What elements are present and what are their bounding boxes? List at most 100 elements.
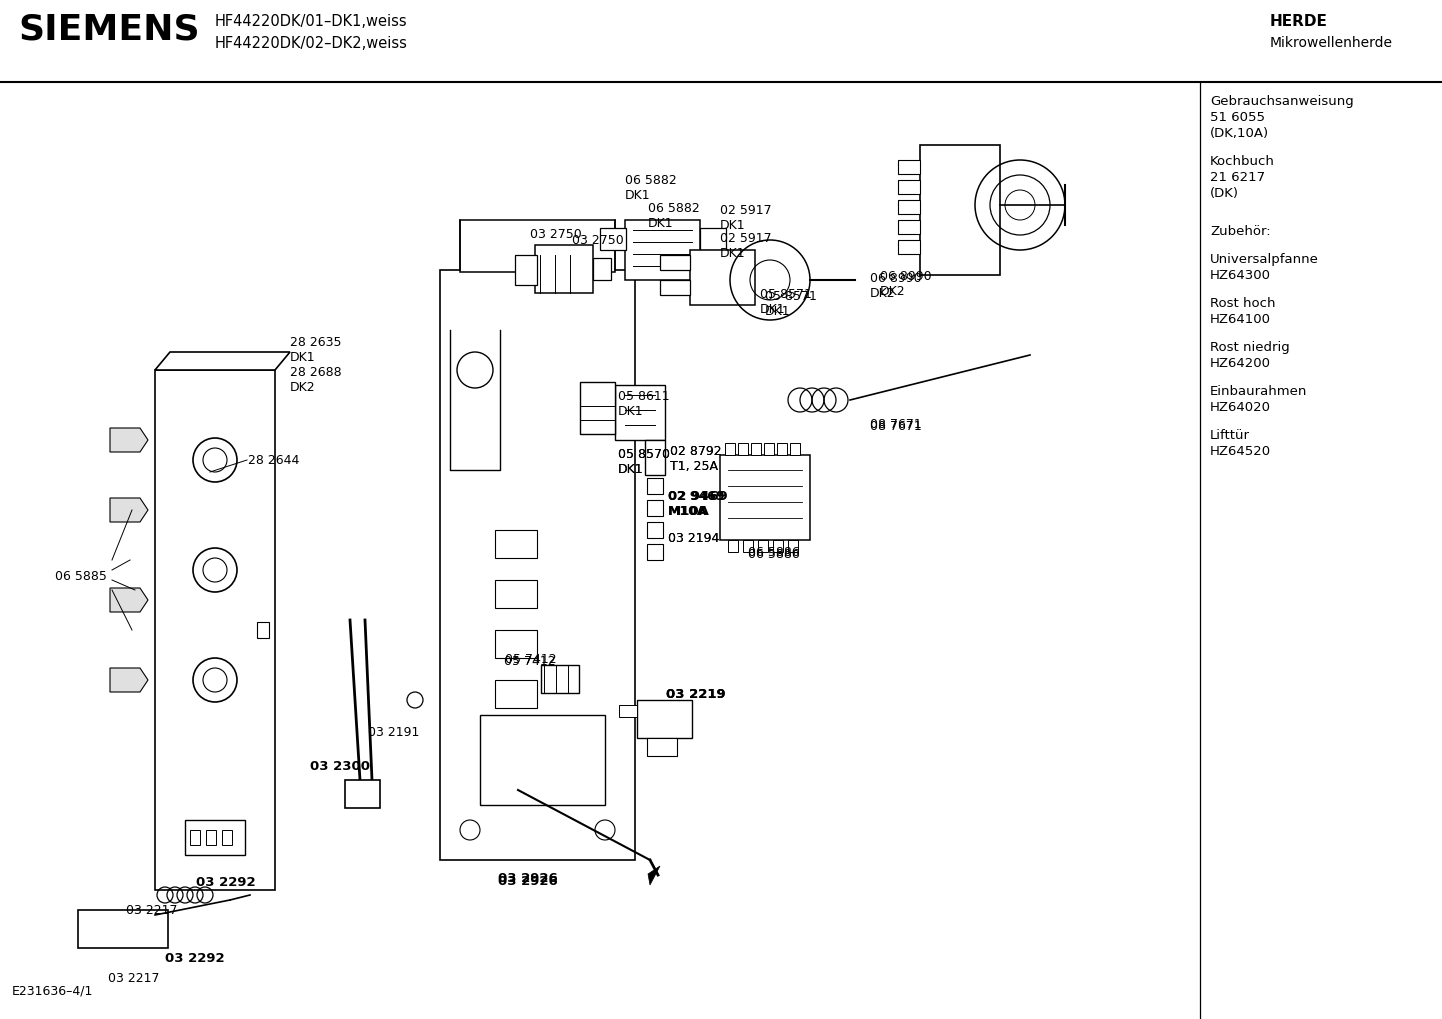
Text: 06 5882
DK1: 06 5882 DK1: [647, 202, 699, 230]
Text: 03 2750: 03 2750: [531, 228, 581, 242]
Text: 08 7671: 08 7671: [870, 420, 921, 433]
Bar: [535, 245, 593, 293]
Text: HZ64200: HZ64200: [1210, 357, 1270, 370]
Bar: [790, 443, 800, 455]
Bar: [190, 830, 200, 845]
Polygon shape: [110, 668, 149, 692]
Text: SIEMENS: SIEMENS: [17, 12, 199, 46]
Bar: [78, 910, 169, 948]
Text: 28 2644: 28 2644: [248, 454, 300, 467]
Text: Rost hoch: Rost hoch: [1210, 297, 1276, 310]
Bar: [787, 540, 797, 552]
Bar: [660, 280, 691, 294]
Bar: [751, 443, 761, 455]
Bar: [898, 160, 920, 174]
Bar: [541, 665, 580, 693]
Bar: [691, 250, 756, 305]
Text: HF44220DK/02–DK2,weiss: HF44220DK/02–DK2,weiss: [215, 36, 408, 51]
Bar: [647, 500, 663, 516]
Bar: [495, 580, 536, 608]
Text: Mikrowellenherde: Mikrowellenherde: [1270, 36, 1393, 50]
Text: 03 2300: 03 2300: [310, 760, 371, 773]
Text: HZ64300: HZ64300: [1210, 269, 1270, 282]
Bar: [898, 180, 920, 194]
Bar: [728, 540, 738, 552]
Text: 06 5885: 06 5885: [55, 570, 107, 583]
Text: 03 2750: 03 2750: [572, 234, 624, 247]
Text: 02 5917
DK1: 02 5917 DK1: [720, 204, 771, 232]
Text: 06 5886: 06 5886: [748, 548, 800, 561]
Bar: [345, 780, 381, 808]
Text: 51 6055: 51 6055: [1210, 111, 1265, 124]
Bar: [647, 738, 676, 756]
Bar: [645, 440, 665, 475]
Bar: [720, 455, 810, 540]
Bar: [743, 540, 753, 552]
Bar: [495, 680, 536, 708]
Bar: [660, 255, 691, 270]
Bar: [154, 370, 275, 890]
Text: Rost niedrig: Rost niedrig: [1210, 341, 1289, 354]
Text: HZ64100: HZ64100: [1210, 313, 1270, 326]
Text: 21 6217: 21 6217: [1210, 171, 1265, 184]
Text: Einbaurahmen: Einbaurahmen: [1210, 385, 1308, 398]
Text: 03 2194: 03 2194: [668, 532, 720, 545]
Text: 03 2191: 03 2191: [368, 726, 420, 739]
Text: 05 8570
DK1: 05 8570 DK1: [619, 448, 671, 476]
Text: (DK): (DK): [1210, 187, 1239, 200]
Text: (DK,10A): (DK,10A): [1210, 127, 1269, 140]
Bar: [206, 830, 216, 845]
Text: HZ64520: HZ64520: [1210, 445, 1272, 458]
Text: 03 2194: 03 2194: [668, 532, 720, 545]
Text: Universalpfanne: Universalpfanne: [1210, 253, 1319, 266]
Text: 03 2217: 03 2217: [108, 972, 160, 985]
Polygon shape: [110, 498, 149, 522]
Bar: [600, 228, 626, 250]
Bar: [699, 228, 725, 250]
Text: 06 5882
DK1: 06 5882 DK1: [624, 174, 676, 202]
Bar: [597, 390, 614, 405]
Polygon shape: [647, 866, 660, 884]
Bar: [725, 443, 735, 455]
Bar: [764, 443, 774, 455]
Text: 05 7412: 05 7412: [505, 655, 555, 668]
Text: 05 8611
DK1: 05 8611 DK1: [619, 390, 669, 418]
Text: 05 8571
DK1: 05 8571 DK1: [760, 288, 812, 316]
Text: 02 8792
T1, 25A: 02 8792 T1, 25A: [671, 445, 721, 473]
Text: 06 8990
DK2: 06 8990 DK2: [880, 270, 932, 298]
Bar: [647, 478, 663, 494]
Bar: [515, 255, 536, 285]
Text: HZ64020: HZ64020: [1210, 401, 1270, 414]
Text: 03 2219: 03 2219: [666, 688, 725, 701]
Bar: [495, 730, 536, 758]
Polygon shape: [110, 428, 149, 452]
Bar: [580, 382, 614, 434]
Text: 02 8792
T1, 25A: 02 8792 T1, 25A: [671, 445, 721, 473]
Bar: [898, 200, 920, 214]
Text: E231636–4/1: E231636–4/1: [12, 985, 94, 998]
Text: Gebrauchsanweisung: Gebrauchsanweisung: [1210, 95, 1354, 108]
Bar: [593, 258, 611, 280]
Text: 02 5917
DK1: 02 5917 DK1: [720, 232, 771, 260]
Bar: [495, 630, 536, 658]
Bar: [222, 830, 232, 845]
Bar: [773, 540, 783, 552]
Text: 28 2635
DK1
28 2688
DK2: 28 2635 DK1 28 2688 DK2: [290, 336, 342, 394]
Text: 03 2219: 03 2219: [666, 688, 725, 701]
Text: 02 9469
M10A: 02 9469 M10A: [668, 490, 724, 518]
Text: Zubehör:: Zubehör:: [1210, 225, 1270, 238]
Text: 03 2292: 03 2292: [164, 952, 225, 965]
Text: 06 8990
DK2: 06 8990 DK2: [870, 272, 921, 300]
Text: 03 2926: 03 2926: [497, 872, 558, 884]
Text: 03 2217: 03 2217: [125, 904, 177, 917]
Bar: [614, 385, 665, 440]
Text: 05 8570
DK1: 05 8570 DK1: [619, 448, 671, 476]
Text: Lifttür: Lifttür: [1210, 429, 1250, 442]
Text: 06 5886: 06 5886: [748, 546, 800, 559]
Bar: [624, 220, 699, 280]
Text: HF44220DK/01–DK1,weiss: HF44220DK/01–DK1,weiss: [215, 14, 408, 29]
Bar: [185, 820, 245, 855]
Bar: [257, 622, 270, 638]
Bar: [647, 544, 663, 560]
Bar: [647, 522, 663, 538]
